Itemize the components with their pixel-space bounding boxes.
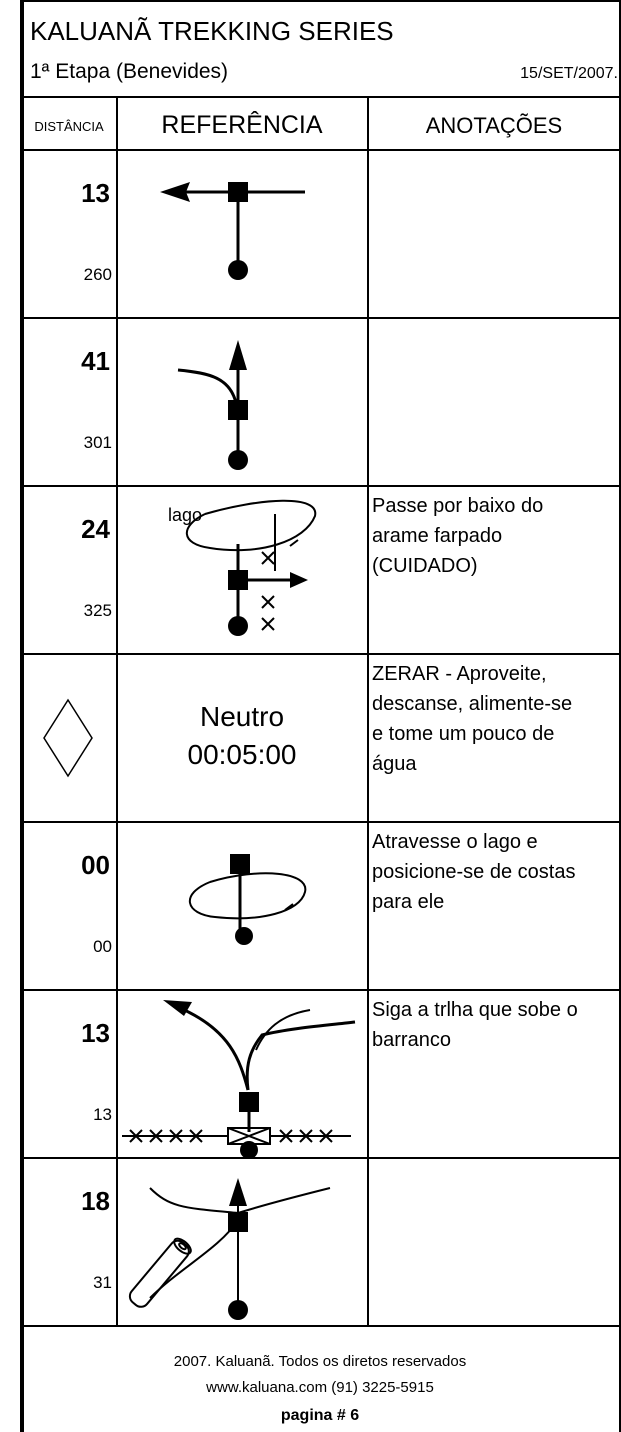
reference-text: 00:05:00 [188, 739, 297, 770]
sketch [160, 182, 305, 280]
distance: 13 [81, 178, 110, 208]
sketch-label: lago [168, 505, 202, 525]
annotation: Passe por baixo do [372, 495, 543, 517]
annotation: descanse, alimente-se [372, 693, 572, 715]
sketch [122, 1000, 356, 1159]
col-header: ANOTAÇÕES [426, 113, 563, 138]
date: 15/SET/2007. [520, 65, 618, 82]
diamond [43, 698, 93, 778]
distance: 41 [81, 346, 110, 376]
annotation: barranco [372, 1029, 451, 1051]
sketch [177, 340, 248, 470]
annotation: ZERAR - Aproveite, [372, 663, 547, 685]
stage: 1ª Etapa (Benevides) [30, 60, 228, 83]
annotation: e tome um pouco de [372, 723, 554, 745]
footer-contact: www.kaluana.com (91) 3225-5915 [205, 1379, 434, 1396]
sketch: lago [168, 499, 317, 636]
annotation: Siga a trlha que sobe o [372, 999, 578, 1021]
footer-page: pagina # 6 [281, 1407, 359, 1424]
annotation: Atravesse o lago e [372, 831, 538, 853]
col-header: DISTÂNCIA [34, 119, 104, 134]
total-distance: 31 [93, 1273, 112, 1292]
distance: 24 [81, 514, 110, 544]
annotation: água [372, 753, 417, 775]
annotation: para ele [372, 891, 444, 913]
total-distance: 13 [93, 1105, 112, 1124]
total-distance: 260 [84, 265, 112, 284]
sketch [128, 1178, 331, 1320]
distance: 18 [81, 1186, 110, 1216]
annotation: posicione-se de costas [372, 861, 575, 883]
total-distance: 325 [84, 601, 112, 620]
footer-copyright: 2007. Kaluanã. Todos os diretos reservad… [174, 1353, 466, 1370]
distance: 00 [81, 850, 110, 880]
col-header: REFERÊNCIA [161, 110, 322, 139]
distance: 13 [81, 1018, 110, 1048]
reference-text: Neutro [200, 701, 284, 732]
total-distance: 301 [84, 433, 112, 452]
annotation: (CUIDADO) [372, 555, 478, 577]
total-distance: 00 [93, 937, 112, 956]
annotation: arame farpado [372, 525, 502, 547]
sketch [189, 854, 307, 945]
title: KALUANÃ TREKKING SERIES [30, 16, 394, 46]
